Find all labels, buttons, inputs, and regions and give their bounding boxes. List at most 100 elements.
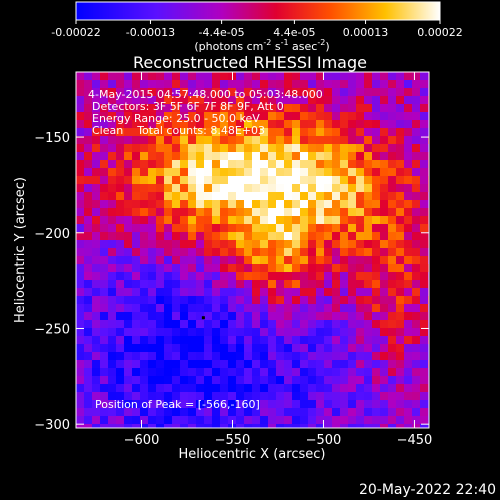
heatmap-cell	[364, 144, 373, 153]
heatmap-cell	[380, 416, 389, 425]
heatmap-cell	[364, 104, 373, 113]
heatmap-cell	[412, 232, 421, 241]
heatmap-cell	[108, 400, 117, 409]
heatmap-cell	[180, 424, 189, 428]
heatmap-cell	[324, 88, 333, 97]
heatmap-cell	[236, 216, 245, 225]
heatmap-cell	[252, 88, 261, 97]
heatmap-cell	[332, 112, 341, 121]
heatmap-cell	[356, 416, 365, 425]
heatmap-cell	[220, 232, 229, 241]
heatmap-cell	[228, 352, 237, 361]
heatmap-cell	[180, 400, 189, 409]
heatmap-cell	[308, 344, 317, 353]
heatmap-cell	[172, 208, 181, 217]
heatmap-cell	[420, 152, 429, 161]
colorbar-units: (photons cm-2 s-1 asec-2)	[194, 38, 329, 53]
heatmap-cell	[140, 392, 149, 401]
heatmap-cell	[100, 280, 109, 289]
heatmap-cell	[348, 320, 357, 329]
heatmap-cell	[220, 320, 229, 329]
heatmap-cell	[308, 216, 317, 225]
heatmap-cell	[164, 232, 173, 241]
heatmap-cell	[260, 240, 269, 249]
heatmap-cell	[92, 200, 101, 209]
heatmap-cell	[340, 232, 349, 241]
heatmap-cell	[380, 280, 389, 289]
heatmap-cell	[252, 328, 261, 337]
heatmap-cell	[156, 416, 165, 425]
heatmap-cell	[388, 216, 397, 225]
heatmap-cell	[204, 120, 213, 129]
heatmap-cell	[188, 120, 197, 129]
heatmap-cell	[76, 288, 85, 297]
heatmap-cell	[164, 152, 173, 161]
heatmap-cell	[220, 104, 229, 113]
heatmap-cell	[124, 224, 133, 233]
heatmap-cell	[204, 240, 213, 249]
heatmap-cell	[156, 320, 165, 329]
heatmap-cell	[300, 240, 309, 249]
heatmap-cell	[260, 160, 269, 169]
heatmap-cell	[220, 296, 229, 305]
heatmap-cell	[180, 224, 189, 233]
heatmap-cell	[412, 392, 421, 401]
heatmap-cell	[268, 416, 277, 425]
heatmap-cell	[244, 104, 253, 113]
heatmap-cell	[76, 272, 85, 281]
heatmap-cell	[316, 336, 325, 345]
heatmap-cell	[196, 352, 205, 361]
heatmap-cell	[84, 312, 93, 321]
heatmap-cell	[164, 88, 173, 97]
heatmap-cell	[220, 360, 229, 369]
heatmap-cell	[140, 200, 149, 209]
heatmap-cell	[180, 208, 189, 217]
heatmap-cell	[332, 88, 341, 97]
heatmap-cell	[332, 168, 341, 177]
heatmap-cell	[324, 200, 333, 209]
heatmap-cell	[220, 344, 229, 353]
heatmap-cell	[188, 184, 197, 193]
heatmap-cell	[156, 352, 165, 361]
heatmap-cell	[76, 112, 85, 121]
heatmap-cell	[332, 280, 341, 289]
heatmap-cell	[84, 368, 93, 377]
heatmap-cell	[340, 216, 349, 225]
heatmap-cell	[268, 192, 277, 201]
heatmap-cell	[420, 296, 429, 305]
heatmap-cell	[244, 416, 253, 425]
heatmap-cell	[404, 248, 413, 257]
heatmap-cell	[132, 392, 141, 401]
heatmap-cell	[204, 88, 213, 97]
heatmap-cell	[300, 312, 309, 321]
heatmap-cell	[268, 264, 277, 273]
heatmap-cell	[228, 240, 237, 249]
heatmap-cell	[308, 240, 317, 249]
heatmap-cell	[140, 288, 149, 297]
heatmap-cell	[332, 96, 341, 105]
heatmap-cell	[292, 160, 301, 169]
heatmap-cell	[164, 160, 173, 169]
heatmap-cell	[348, 312, 357, 321]
heatmap-cell	[324, 424, 333, 428]
heatmap-cell	[188, 112, 197, 121]
heatmap-cell	[108, 176, 117, 185]
heatmap-cell	[196, 88, 205, 97]
heatmap-cell	[108, 128, 117, 137]
heatmap-cell	[372, 120, 381, 129]
heatmap-cell	[324, 328, 333, 337]
heatmap-cell	[372, 160, 381, 169]
heatmap-cell	[100, 104, 109, 113]
heatmap-cell	[412, 280, 421, 289]
heatmap-cell	[148, 120, 157, 129]
heatmap-cell	[420, 72, 429, 81]
heatmap-cell	[364, 152, 373, 161]
heatmap-cell	[124, 88, 133, 97]
heatmap-cell	[108, 216, 117, 225]
heatmap-cell	[220, 264, 229, 273]
heatmap-cell	[316, 408, 325, 417]
heatmap-cell	[324, 376, 333, 385]
heatmap-cell	[276, 400, 285, 409]
heatmap-cell	[116, 96, 125, 105]
heatmap-cell	[212, 304, 221, 313]
